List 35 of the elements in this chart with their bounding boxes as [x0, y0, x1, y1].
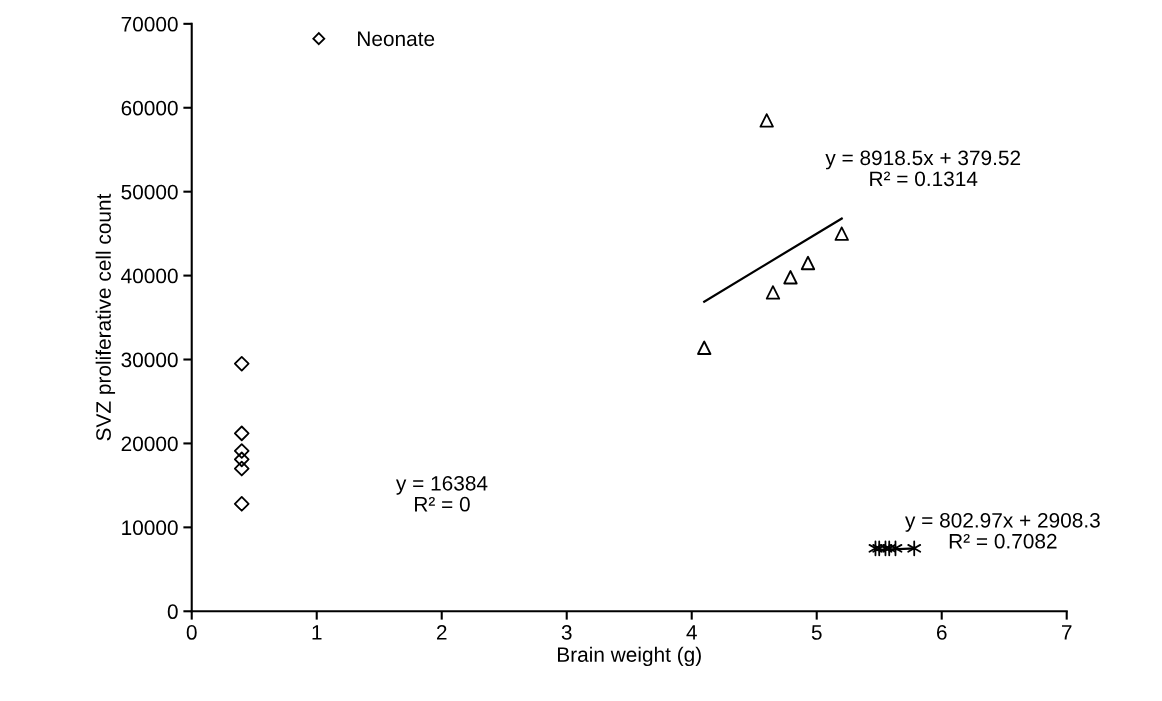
- y-tick-label: 60000: [121, 100, 178, 116]
- x-tick-label: 5: [811, 625, 822, 640]
- point: [233, 451, 250, 468]
- point: [800, 255, 816, 271]
- x-tick-label: 7: [1061, 625, 1072, 640]
- point: [783, 270, 798, 285]
- point: [233, 460, 250, 477]
- point: [834, 226, 849, 241]
- y-tick-label: 0: [167, 604, 178, 620]
- point: [759, 113, 774, 128]
- y-tick-label: 30000: [121, 352, 178, 368]
- x-tick-label: 1: [312, 625, 322, 640]
- y-tick-label: 20000: [121, 436, 178, 452]
- x-tick-label: 0: [186, 625, 197, 640]
- point: [233, 425, 250, 442]
- x-tick-label: 2: [436, 625, 447, 640]
- x-tick-label: 6: [936, 625, 947, 640]
- point: [697, 340, 712, 355]
- point: [233, 443, 250, 459]
- point: [233, 496, 250, 512]
- x-tick-label: 4: [686, 625, 697, 640]
- point: [765, 285, 781, 300]
- annotation: y = 802.97x + 2908.3 R² = 0.7082: [905, 512, 1100, 549]
- point: [233, 355, 250, 372]
- x-tick-label: 3: [561, 625, 572, 640]
- y-axis-title: SVZ proliferative cell count: [95, 193, 116, 441]
- point: [907, 540, 922, 557]
- y-tick-label: 40000: [121, 268, 178, 284]
- y-tick-label: 50000: [121, 184, 178, 200]
- y-tick-label: 10000: [122, 520, 178, 536]
- x-axis-title: Brain weight (g): [557, 646, 701, 667]
- legend-label: Neonate: [358, 31, 435, 47]
- y-tick-label: 70000: [121, 16, 178, 32]
- annotation: y = 16384 R² = 0: [395, 475, 488, 512]
- annotation: y = 8918.5x + 379.52 R² = 0.1314: [825, 150, 1021, 187]
